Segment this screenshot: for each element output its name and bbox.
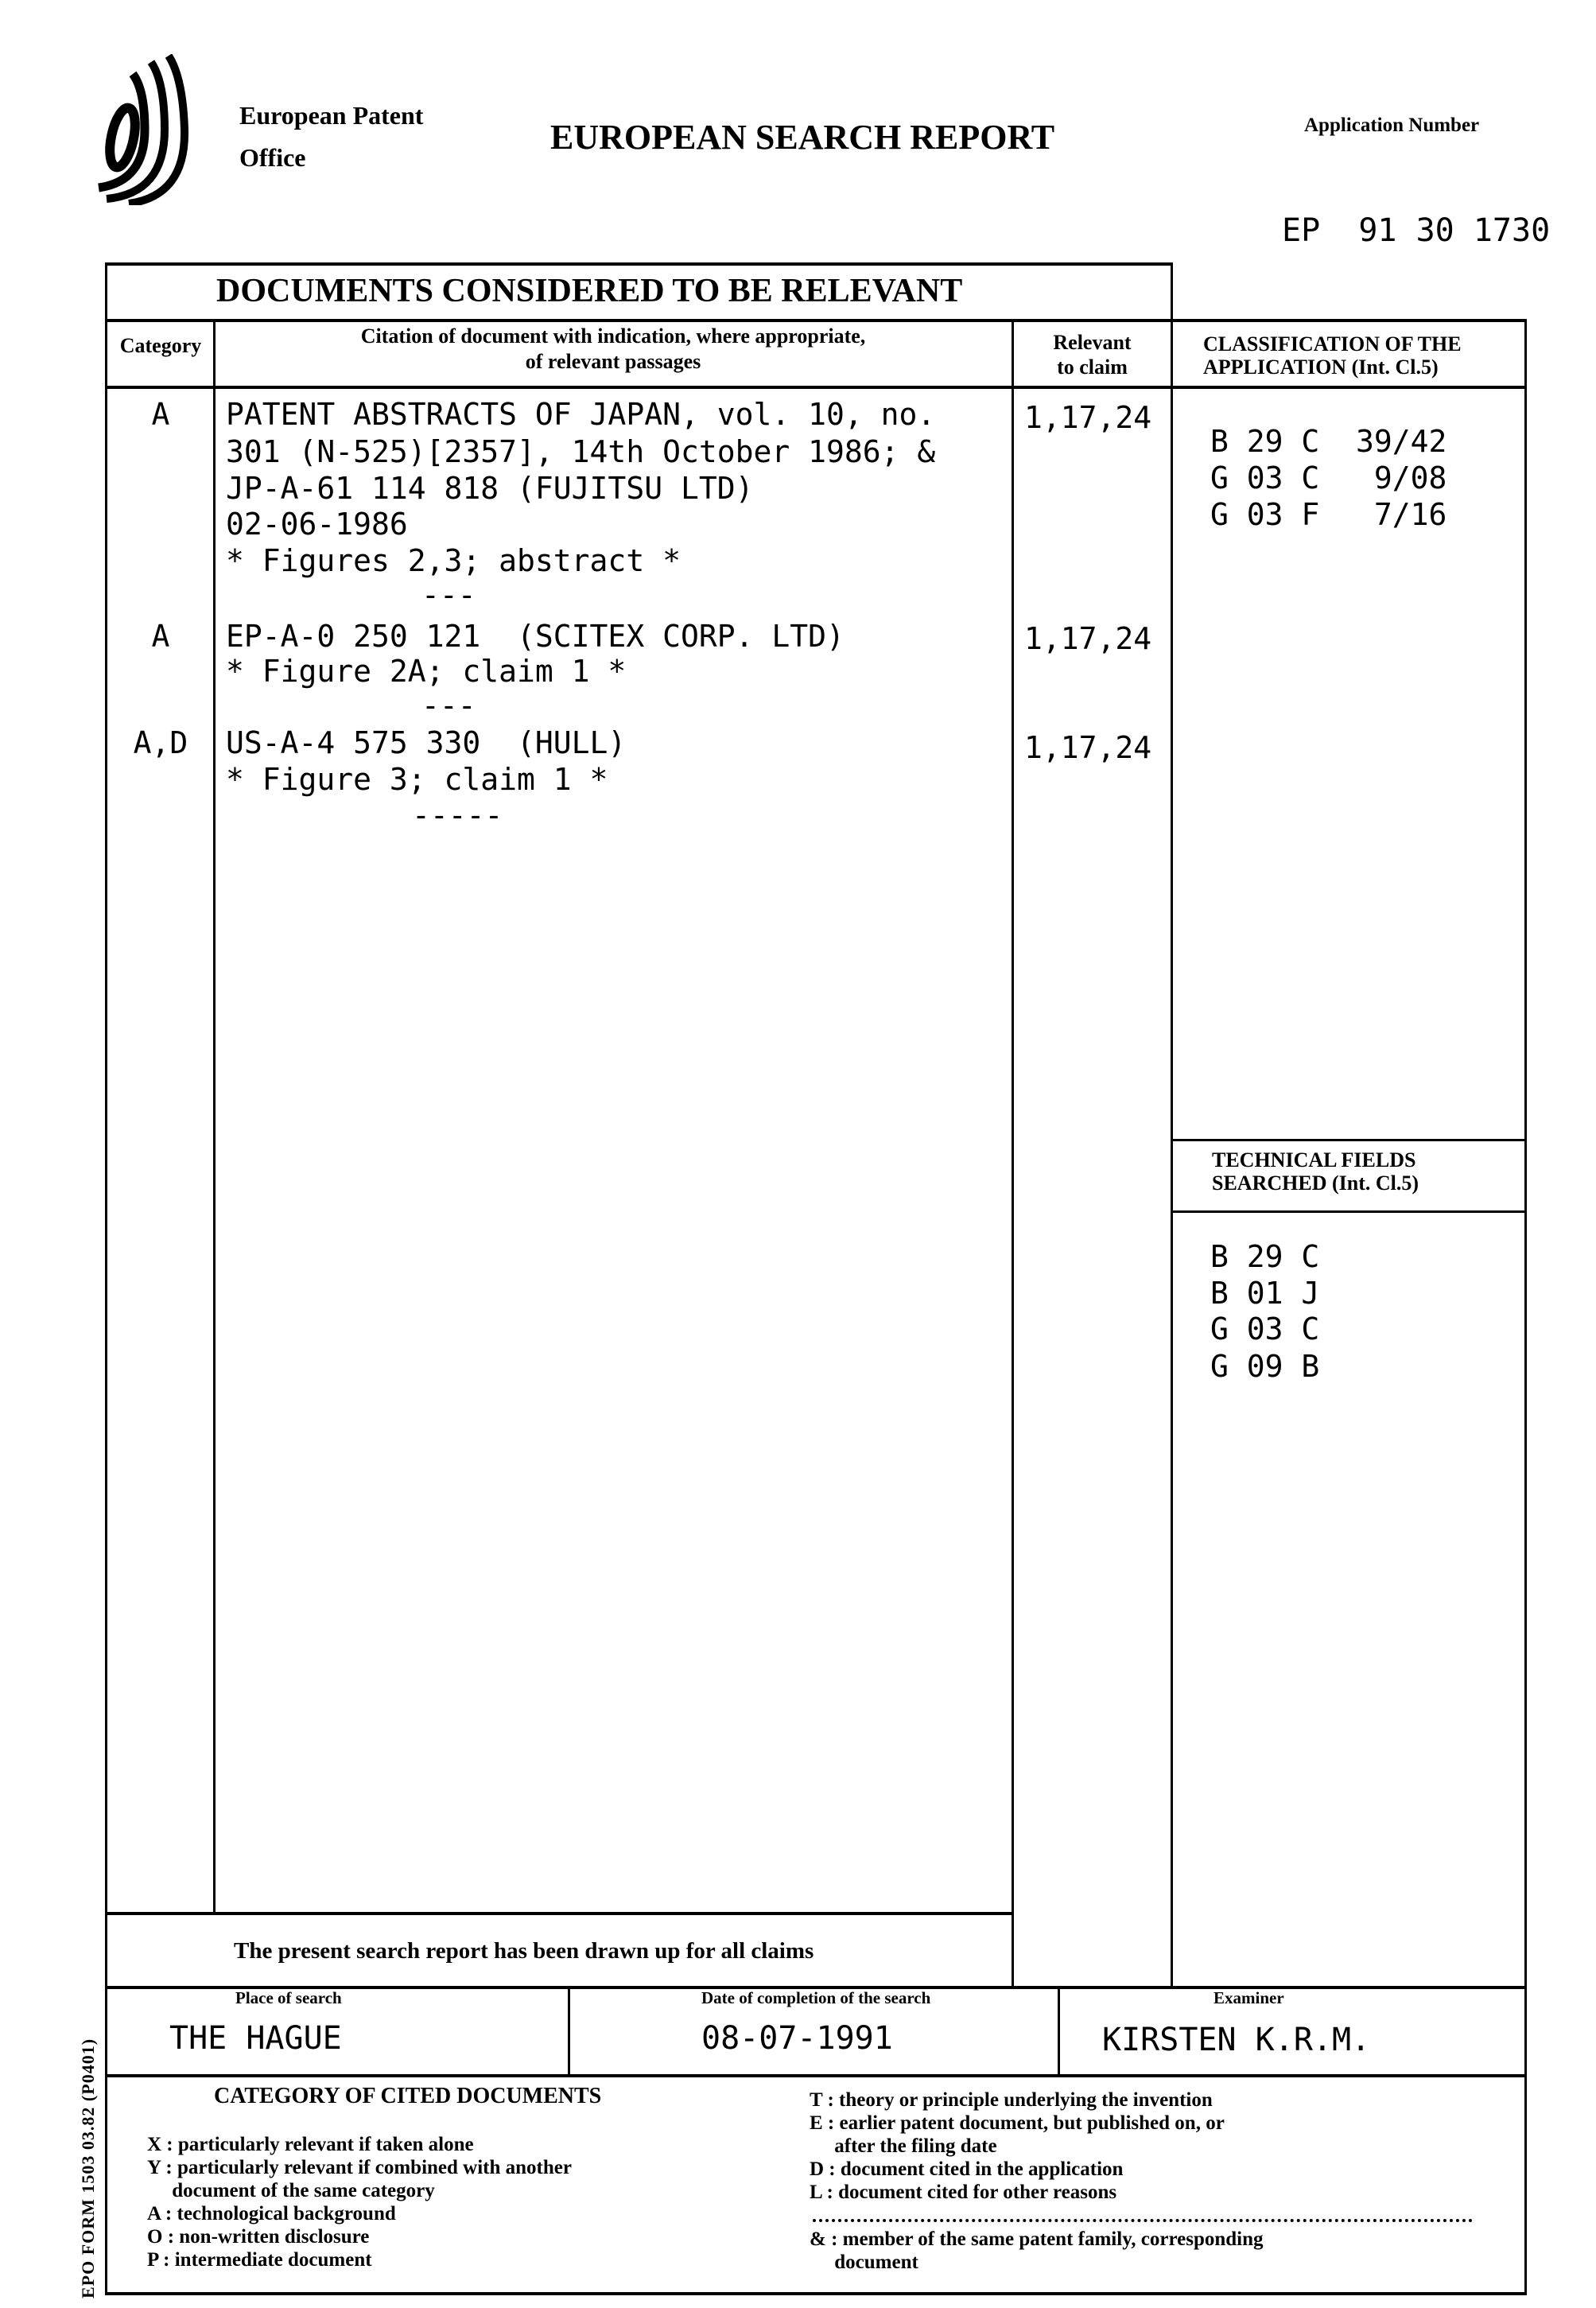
divider	[1171, 1210, 1527, 1213]
date-of-completion-label: Date of completion of the search	[701, 1988, 930, 2008]
technical-fields-header-line1: TECHNICAL FIELDS	[1212, 1148, 1415, 1172]
row-separator: ---	[421, 688, 476, 724]
citation-line: * Figure 3; claim 1 *	[226, 762, 608, 798]
application-number-label: Application Number	[1304, 115, 1479, 137]
technical-field-code: B 01 J	[1210, 1276, 1319, 1311]
divider	[1058, 1987, 1060, 2076]
relevant-column-header-line1: Relevant	[1014, 331, 1171, 355]
divider	[105, 2292, 1527, 2295]
legend-item-e-cont: after the filing date	[810, 2135, 997, 2158]
examiner-label: Examiner	[1214, 1988, 1284, 2008]
category-column-header: Category	[108, 334, 213, 358]
relevant-column-header-line2: to claim	[1014, 356, 1171, 379]
technical-fields-header-line2: SEARCHED (Int. Cl.5)	[1212, 1171, 1419, 1195]
divider	[105, 319, 1527, 322]
legend-item-y: Y : particularly relevant if combined wi…	[147, 2156, 572, 2179]
search-report-statement: The present search report has been drawn…	[234, 1938, 814, 1964]
legend-item-l: L : document cited for other reasons	[810, 2181, 1116, 2204]
technical-field-code: G 03 C	[1210, 1311, 1319, 1347]
legend-item-y-cont: document of the same category	[147, 2179, 435, 2202]
relevant-claims: 1,17,24	[1024, 730, 1151, 766]
citation-column-header-line1: Citation of document with indication, wh…	[216, 324, 1011, 348]
divider	[105, 2074, 1527, 2077]
epo-logo-icon	[89, 54, 204, 205]
legend-item-family-cont: document	[810, 2251, 918, 2274]
application-number: EP 91 30 1730	[1282, 213, 1550, 249]
row-separator: -----	[412, 798, 503, 833]
legend-title: CATEGORY OF CITED DOCUMENTS	[214, 2084, 601, 2109]
divider	[105, 262, 107, 2295]
relevant-claims: 1,17,24	[1024, 400, 1151, 436]
office-name-line1: European Patent	[239, 101, 423, 130]
place-of-search: THE HAGUE	[169, 2021, 342, 2057]
documents-section-title: DOCUMENTS CONSIDERED TO BE RELEVANT	[216, 272, 962, 310]
citation-line: US-A-4 575 330 (HULL)	[226, 725, 626, 761]
citation-line: 301 (N-525)[2357], 14th October 1986; &	[226, 434, 935, 470]
divider	[213, 321, 216, 1914]
citation-line: 02-06-1986	[226, 507, 408, 542]
technical-field-code: B 29 C	[1210, 1239, 1319, 1275]
divider	[1171, 262, 1173, 1988]
legend-item-a: A : technological background	[147, 2202, 396, 2225]
examiner-name: KIRSTEN K.R.M.	[1102, 2022, 1370, 2058]
date-of-completion: 08-07-1991	[701, 2021, 893, 2057]
form-id: EPO FORM 1503 03.82 (P0401)	[78, 2038, 99, 2298]
citation-line: JP-A-61 114 818 (FUJITSU LTD)	[226, 471, 753, 507]
legend-item-o: O : non-written disclosure	[147, 2225, 369, 2248]
office-name-line2: Office	[239, 143, 306, 173]
divider	[1171, 1139, 1527, 1141]
page-title: EUROPEAN SEARCH REPORT	[550, 117, 1054, 157]
divider	[1012, 321, 1014, 1987]
row-separator: ---	[421, 577, 476, 613]
divider	[1524, 319, 1527, 2295]
row-category: A	[108, 619, 213, 655]
classification-header-line2: APPLICATION (Int. Cl.5)	[1203, 356, 1439, 379]
classification-header-line1: CLASSIFICATION OF THE	[1203, 332, 1462, 356]
divider	[105, 262, 1172, 266]
classification-code: B 29 C 39/42	[1210, 424, 1446, 460]
divider	[105, 1912, 1014, 1915]
divider	[105, 386, 1527, 389]
citation-line: PATENT ABSTRACTS OF JAPAN, vol. 10, no.	[226, 397, 935, 433]
citation-line: * Figure 2A; claim 1 *	[226, 654, 626, 690]
citation-line: * Figures 2,3; abstract *	[226, 543, 681, 579]
divider	[568, 1987, 570, 2076]
legend-item-p: P : intermediate document	[147, 2248, 372, 2271]
citation-line: EP-A-0 250 121 (SCITEX CORP. LTD)	[226, 619, 845, 655]
row-category: A	[108, 397, 213, 433]
row-category: A,D	[108, 725, 213, 761]
legend-dotted-divider	[813, 2219, 1473, 2222]
technical-field-code: G 09 B	[1210, 1349, 1319, 1385]
legend-item-t: T : theory or principle underlying the i…	[810, 2088, 1213, 2112]
classification-code: G 03 F 7/16	[1210, 497, 1446, 533]
classification-code: G 03 C 9/08	[1210, 460, 1446, 496]
place-of-search-label: Place of search	[235, 1988, 342, 2008]
citation-column-header-line2: of relevant passages	[216, 350, 1011, 374]
legend-item-family: & : member of the same patent family, co…	[810, 2228, 1264, 2251]
legend-item-d: D : document cited in the application	[810, 2158, 1123, 2181]
legend-item-e: E : earlier patent document, but publish…	[810, 2112, 1225, 2135]
legend-item-x: X : particularly relevant if taken alone	[147, 2133, 474, 2156]
relevant-claims: 1,17,24	[1024, 621, 1151, 657]
